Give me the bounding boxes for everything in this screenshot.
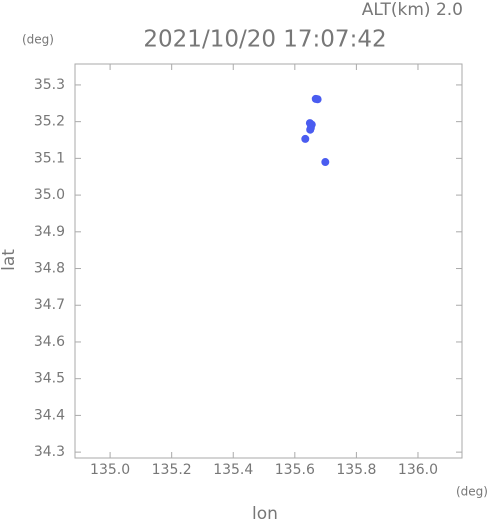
point: [321, 158, 330, 167]
x-tick-label: 135.2: [152, 462, 192, 478]
plot-frame: [74, 63, 463, 459]
y-tick-label: 34.9: [34, 224, 65, 240]
x-tick-label: 135.4: [213, 462, 253, 478]
point: [301, 134, 310, 143]
y-tick-label: 34.8: [34, 261, 65, 277]
point: [313, 95, 322, 104]
x-tick-label: 136.0: [398, 462, 438, 478]
y-tick-label: 35.3: [34, 77, 65, 93]
y-tick-label: 34.7: [34, 297, 65, 313]
y-unit: (deg): [22, 33, 54, 47]
x-axis-label: lon: [252, 504, 278, 521]
y-tick-label: 35.1: [34, 150, 65, 166]
y-tick-label: 35.2: [34, 114, 65, 130]
y-tick-label: 34.6: [34, 334, 65, 350]
y-tick-label: 35.0: [34, 187, 65, 203]
x-tick-label: 135.0: [90, 462, 130, 478]
y-tick-label: 34.3: [34, 444, 65, 460]
x-tick-label: 135.8: [336, 462, 376, 478]
chart-title: 2021/10/20 17:07:42: [143, 27, 386, 53]
x-unit: (deg): [456, 485, 488, 499]
y-tick-label: 34.4: [34, 407, 65, 423]
y-tick-label: 34.5: [34, 371, 65, 387]
annotation: ALT(km) 2.0: [362, 0, 463, 20]
y-axis-label: lat: [0, 249, 19, 271]
point: [306, 125, 315, 134]
x-tick-label: 135.6: [275, 462, 315, 478]
